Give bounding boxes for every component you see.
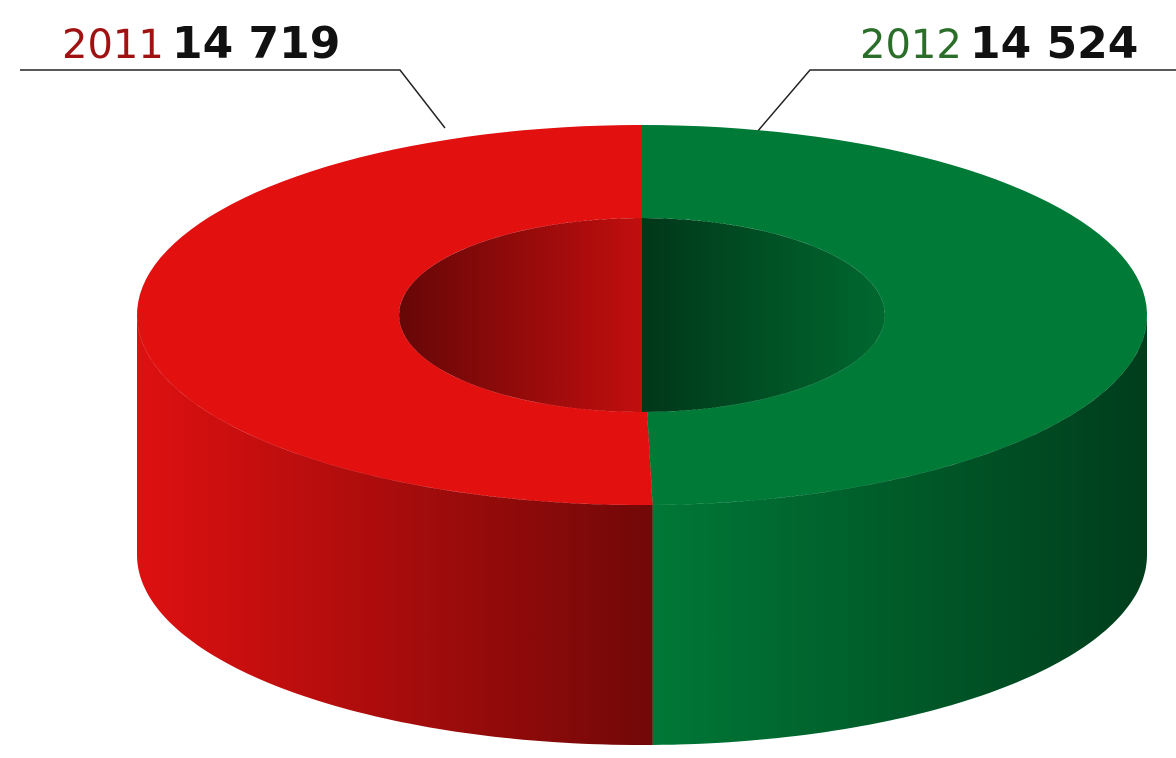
slice [137,125,653,505]
category-label: 2011 [62,22,164,68]
category-label: 2012 [860,22,962,68]
leader-line [756,69,1176,133]
inner-wall [399,218,642,412]
tops [137,125,1147,505]
outer-wall [652,315,1147,745]
leader-line [20,69,446,129]
value-label: 14 524 [970,18,1138,69]
outer-wall [137,315,653,745]
slice [642,125,1147,505]
walls [137,315,1147,745]
hole [399,218,885,412]
value-label: 14 719 [172,18,340,69]
donut [137,125,1147,745]
inner-wall [642,218,885,412]
